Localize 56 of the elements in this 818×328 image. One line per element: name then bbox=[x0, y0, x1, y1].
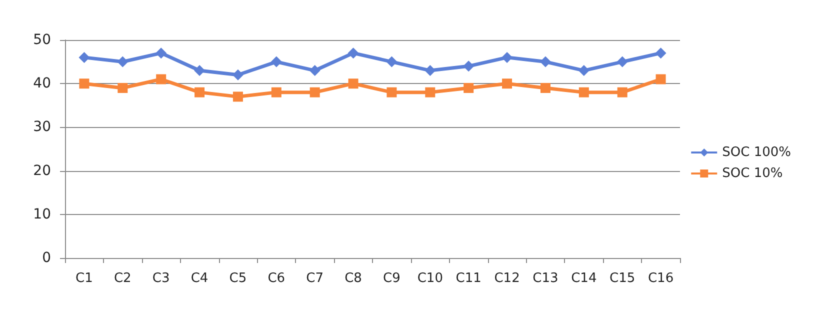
point bbox=[386, 56, 398, 68]
x-tick-label: C16 bbox=[648, 271, 674, 286]
point bbox=[540, 82, 550, 93]
point bbox=[309, 65, 320, 76]
x-tick-label: C14 bbox=[571, 271, 597, 286]
legend-label: SOC 100% bbox=[722, 145, 791, 160]
y-tick-label: 50 bbox=[33, 32, 51, 48]
x-tick-label: C9 bbox=[383, 271, 400, 286]
point bbox=[118, 82, 128, 93]
point bbox=[232, 92, 243, 102]
x-tick-label: C13 bbox=[532, 271, 558, 286]
y-tick-label: 10 bbox=[33, 206, 51, 222]
point bbox=[656, 74, 666, 84]
point bbox=[425, 87, 436, 98]
point bbox=[310, 87, 320, 98]
legend-label: SOC 10% bbox=[722, 166, 783, 181]
point bbox=[386, 87, 397, 98]
point bbox=[348, 78, 358, 89]
x-tick-label: C3 bbox=[152, 271, 170, 286]
point bbox=[502, 78, 512, 89]
point bbox=[578, 87, 589, 98]
x-tick-label: C15 bbox=[610, 271, 636, 286]
point bbox=[540, 56, 551, 68]
point bbox=[271, 87, 282, 98]
point bbox=[502, 52, 513, 63]
x-tick-label: C5 bbox=[229, 271, 247, 286]
y-tick-label: 0 bbox=[42, 250, 51, 266]
point bbox=[616, 56, 628, 68]
x-tick-label: C1 bbox=[76, 271, 93, 286]
point bbox=[463, 60, 474, 72]
y-tick-label: 30 bbox=[33, 119, 51, 136]
y-tick-label: 40 bbox=[33, 76, 51, 92]
point bbox=[117, 56, 128, 68]
point bbox=[156, 48, 167, 59]
x-tick-label: C12 bbox=[494, 271, 520, 286]
point bbox=[464, 82, 474, 93]
x-tick-label: C2 bbox=[114, 271, 132, 286]
point bbox=[578, 65, 590, 76]
point bbox=[270, 56, 282, 68]
point bbox=[194, 87, 205, 98]
point bbox=[156, 74, 166, 84]
point bbox=[232, 69, 244, 80]
point bbox=[655, 48, 666, 59]
point bbox=[348, 48, 359, 59]
x-tick-label: C6 bbox=[268, 271, 286, 286]
x-tick-label: C7 bbox=[306, 271, 324, 286]
point bbox=[194, 65, 206, 76]
y-tick-label: 20 bbox=[33, 162, 51, 179]
x-tick-label: C11 bbox=[456, 271, 482, 286]
x-tick-label: C8 bbox=[344, 271, 362, 286]
x-tick-label: C4 bbox=[190, 271, 208, 286]
point bbox=[424, 65, 436, 76]
point bbox=[617, 87, 628, 98]
point bbox=[78, 52, 90, 63]
x-tick-label: C10 bbox=[417, 271, 443, 286]
point bbox=[79, 78, 90, 89]
